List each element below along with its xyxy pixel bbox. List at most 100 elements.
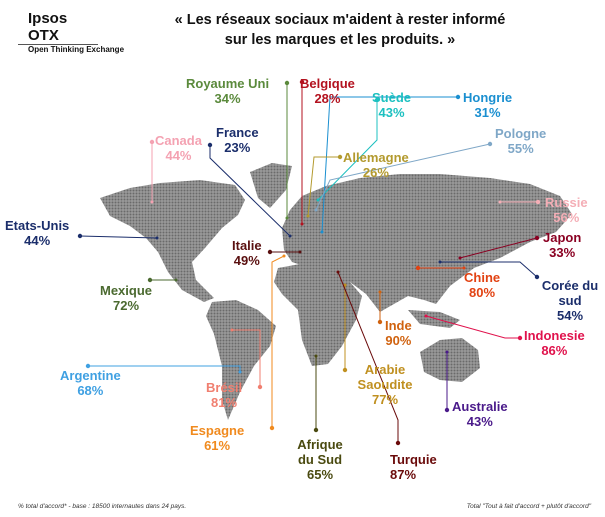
country-value: 87% xyxy=(390,467,417,482)
ipsos-logo: Ipsos OTX Open Thinking Exchange xyxy=(18,10,124,54)
marker-dot-russie xyxy=(535,199,541,205)
leader-line-espagne xyxy=(271,255,285,428)
country-label-turquie: Turquie 87% xyxy=(390,452,437,482)
country-name: Indonesie xyxy=(524,328,585,343)
country-name: Japon xyxy=(543,230,582,245)
country-name: Suède xyxy=(372,90,412,105)
continents xyxy=(100,163,572,420)
leader-line-japon xyxy=(459,237,538,259)
country-value: 23% xyxy=(224,140,251,155)
leader-line-turquie xyxy=(337,271,399,443)
marker-dot-etats-unis xyxy=(77,233,83,239)
country-name: Inde xyxy=(385,318,412,333)
country-value: 61% xyxy=(204,438,231,453)
marker-dot-etats-unis xyxy=(155,236,159,240)
country-label-afrique-du-sud: Afrique du Sud 65% xyxy=(290,437,350,482)
country-value: 54% xyxy=(556,308,584,323)
country-label-italie: Italie 49% xyxy=(232,238,262,268)
logo-tagline: Open Thinking Exchange xyxy=(28,45,125,54)
marker-dot-turquie xyxy=(336,270,340,274)
marker-dot-arabie-saoudite xyxy=(343,283,347,287)
marker-dot-canada xyxy=(150,200,154,204)
marker-dot-chine xyxy=(462,266,466,270)
country-value: 44% xyxy=(24,233,51,248)
marker-dot-inde xyxy=(377,319,383,325)
marker-dot-suede xyxy=(374,97,380,103)
country-label-canada: Canada 44% xyxy=(155,133,202,163)
title-line-1: « Les réseaux sociaux m'aident à rester … xyxy=(174,12,506,28)
country-label-mexique: Mexique 72% xyxy=(100,283,152,313)
africa xyxy=(274,264,362,366)
country-name: Chine xyxy=(464,270,501,285)
marker-dot-hongrie xyxy=(320,230,324,234)
marker-dot-hongrie xyxy=(455,94,461,100)
marker-dot-argentine xyxy=(85,363,91,369)
country-name: Allemagne xyxy=(343,150,409,165)
marker-dot-pologne xyxy=(314,208,318,212)
country-label-chine: Chine 80% xyxy=(464,270,500,300)
country-label-arabie-saoudite: Arabie Saoudite 77% xyxy=(355,362,415,407)
page-title: « Les réseaux sociaux m'aident à rester … xyxy=(160,10,520,50)
footer-base-note: % total d'accord* - base : 18500 interna… xyxy=(18,503,187,510)
country-label-france: France 23% xyxy=(216,125,259,155)
country-name: Hongrie xyxy=(463,90,513,105)
country-value: 77% xyxy=(371,392,399,407)
marker-dot-france xyxy=(288,234,292,238)
marker-dot-france xyxy=(207,142,213,148)
country-value: 33% xyxy=(549,245,576,260)
marker-dot-mexique xyxy=(174,278,178,282)
marker-dot-arabie-saoudite xyxy=(342,367,348,373)
marker-dot-russie xyxy=(498,200,502,204)
country-label-etats-unis: Etats-Unis 44% xyxy=(5,218,69,248)
country-label-inde: Inde 90% xyxy=(385,318,412,348)
marker-dot-italie xyxy=(298,250,302,254)
footer-total-note: Total "Tout à fait d'accord + plutôt d'a… xyxy=(466,503,591,510)
leader-line-argentine xyxy=(88,365,241,372)
leader-line-etats-unis xyxy=(79,235,158,239)
leader-lines xyxy=(77,79,541,446)
leader-line-coree-du-sud xyxy=(440,261,538,278)
country-label-bresil: Brésil 81% xyxy=(206,380,242,410)
marker-dot-indonesie xyxy=(517,335,523,341)
country-label-russie: Russie 56% xyxy=(545,195,588,225)
country-label-belgique: Belgique 28% xyxy=(300,76,355,106)
country-name: Turquie xyxy=(390,452,437,467)
marker-dot-canada xyxy=(149,139,155,145)
marker-dot-japon xyxy=(458,256,462,260)
country-value: 72% xyxy=(112,298,140,313)
country-name: Corée du sud xyxy=(541,278,599,308)
country-name: Argentine xyxy=(60,368,121,383)
country-label-allemagne: Allemagne 26% xyxy=(343,150,409,180)
marker-dot-coree-du-sud xyxy=(534,274,540,280)
country-value: 43% xyxy=(466,414,493,429)
marker-dot-royaume-uni xyxy=(285,216,289,220)
country-value: 55% xyxy=(507,141,534,156)
title-line-2: sur les marques et les produits. » xyxy=(224,32,456,48)
marker-dot-mexique xyxy=(147,277,153,283)
country-label-japon: Japon 33% xyxy=(543,230,581,260)
country-name: Italie xyxy=(232,238,262,253)
leader-line-bresil xyxy=(232,329,261,387)
marker-dot-belgique xyxy=(299,79,305,85)
leader-line-france xyxy=(209,145,291,237)
marker-dot-pologne xyxy=(487,141,493,147)
marker-dot-coree-du-sud xyxy=(438,260,442,264)
country-name: France xyxy=(216,125,259,140)
country-label-australie: Australie 43% xyxy=(452,399,508,429)
leader-line-hongrie xyxy=(321,96,458,233)
marker-dot-turquie xyxy=(395,440,401,446)
marker-dot-afrique-du-sud xyxy=(314,354,318,358)
country-label-coree-du-sud: Corée du sud 54% xyxy=(540,278,600,323)
marker-dot-indonesie xyxy=(424,314,428,318)
marker-dot-australie xyxy=(445,350,449,354)
country-name: Brésil xyxy=(206,380,243,395)
indonesia xyxy=(408,310,460,328)
marker-dot-royaume-uni xyxy=(284,80,290,86)
country-name: Mexique xyxy=(100,283,153,298)
marker-dot-argentine xyxy=(238,370,242,374)
north-america xyxy=(100,180,245,302)
country-name: Belgique xyxy=(300,76,355,91)
country-name: Arabie Saoudite xyxy=(357,362,413,392)
country-label-espagne: Espagne 61% xyxy=(190,423,244,453)
